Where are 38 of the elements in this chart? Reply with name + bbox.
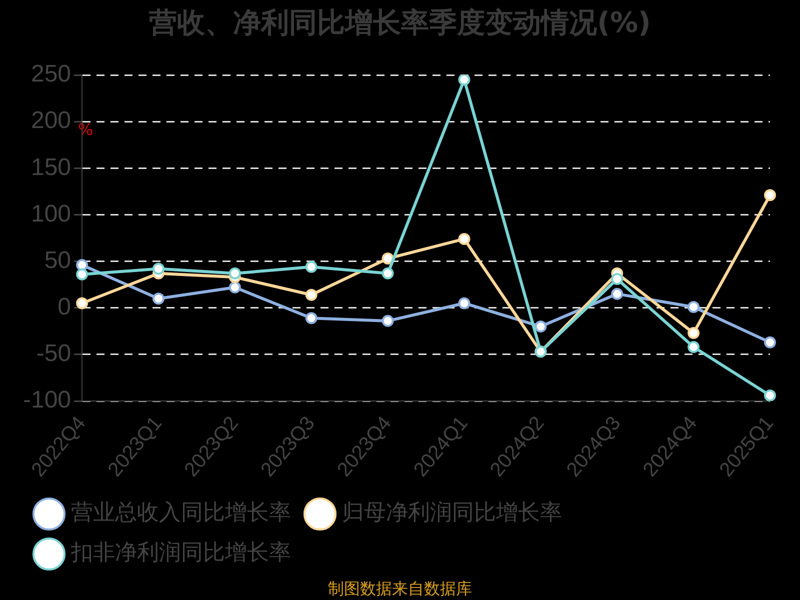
y-tick-label: -50 bbox=[36, 340, 72, 368]
y-tick-label: 150 bbox=[30, 154, 72, 181]
point bbox=[688, 300, 700, 313]
point bbox=[228, 281, 241, 294]
point bbox=[305, 260, 318, 273]
point bbox=[534, 320, 547, 333]
legend-label: 扣非净利润同比增长率 bbox=[70, 540, 291, 566]
y-tick-label: 200 bbox=[30, 107, 72, 134]
legend-label: 营业总收入同比增长率 bbox=[71, 500, 291, 526]
point bbox=[458, 75, 470, 86]
point bbox=[152, 292, 164, 305]
y-tick-label: -100 bbox=[22, 386, 72, 414]
point bbox=[382, 267, 394, 280]
point bbox=[688, 341, 700, 354]
point bbox=[76, 268, 88, 280]
y-tick-label: 0 bbox=[58, 294, 72, 321]
y-tick-label: 50 bbox=[44, 246, 72, 274]
point bbox=[382, 252, 394, 265]
point bbox=[152, 262, 164, 275]
point bbox=[764, 189, 776, 202]
y-tick-label: 100 bbox=[30, 200, 72, 228]
point bbox=[458, 232, 470, 245]
point bbox=[458, 297, 470, 310]
legend-label: 归母净利润同比增长率 bbox=[342, 500, 562, 526]
point bbox=[764, 389, 776, 402]
point bbox=[611, 273, 624, 286]
point bbox=[305, 312, 318, 324]
point bbox=[688, 327, 700, 340]
text: 制图数据来自数据库 bbox=[327, 579, 473, 600]
chart-title: 营收、净利同比增长率季度变动情况(%) bbox=[148, 5, 652, 41]
y-tick-label: 250 bbox=[30, 60, 72, 88]
point bbox=[76, 297, 88, 310]
point bbox=[764, 336, 776, 348]
point bbox=[76, 259, 88, 272]
point bbox=[228, 267, 241, 280]
point bbox=[611, 288, 624, 300]
point bbox=[382, 314, 394, 327]
point bbox=[305, 288, 318, 301]
